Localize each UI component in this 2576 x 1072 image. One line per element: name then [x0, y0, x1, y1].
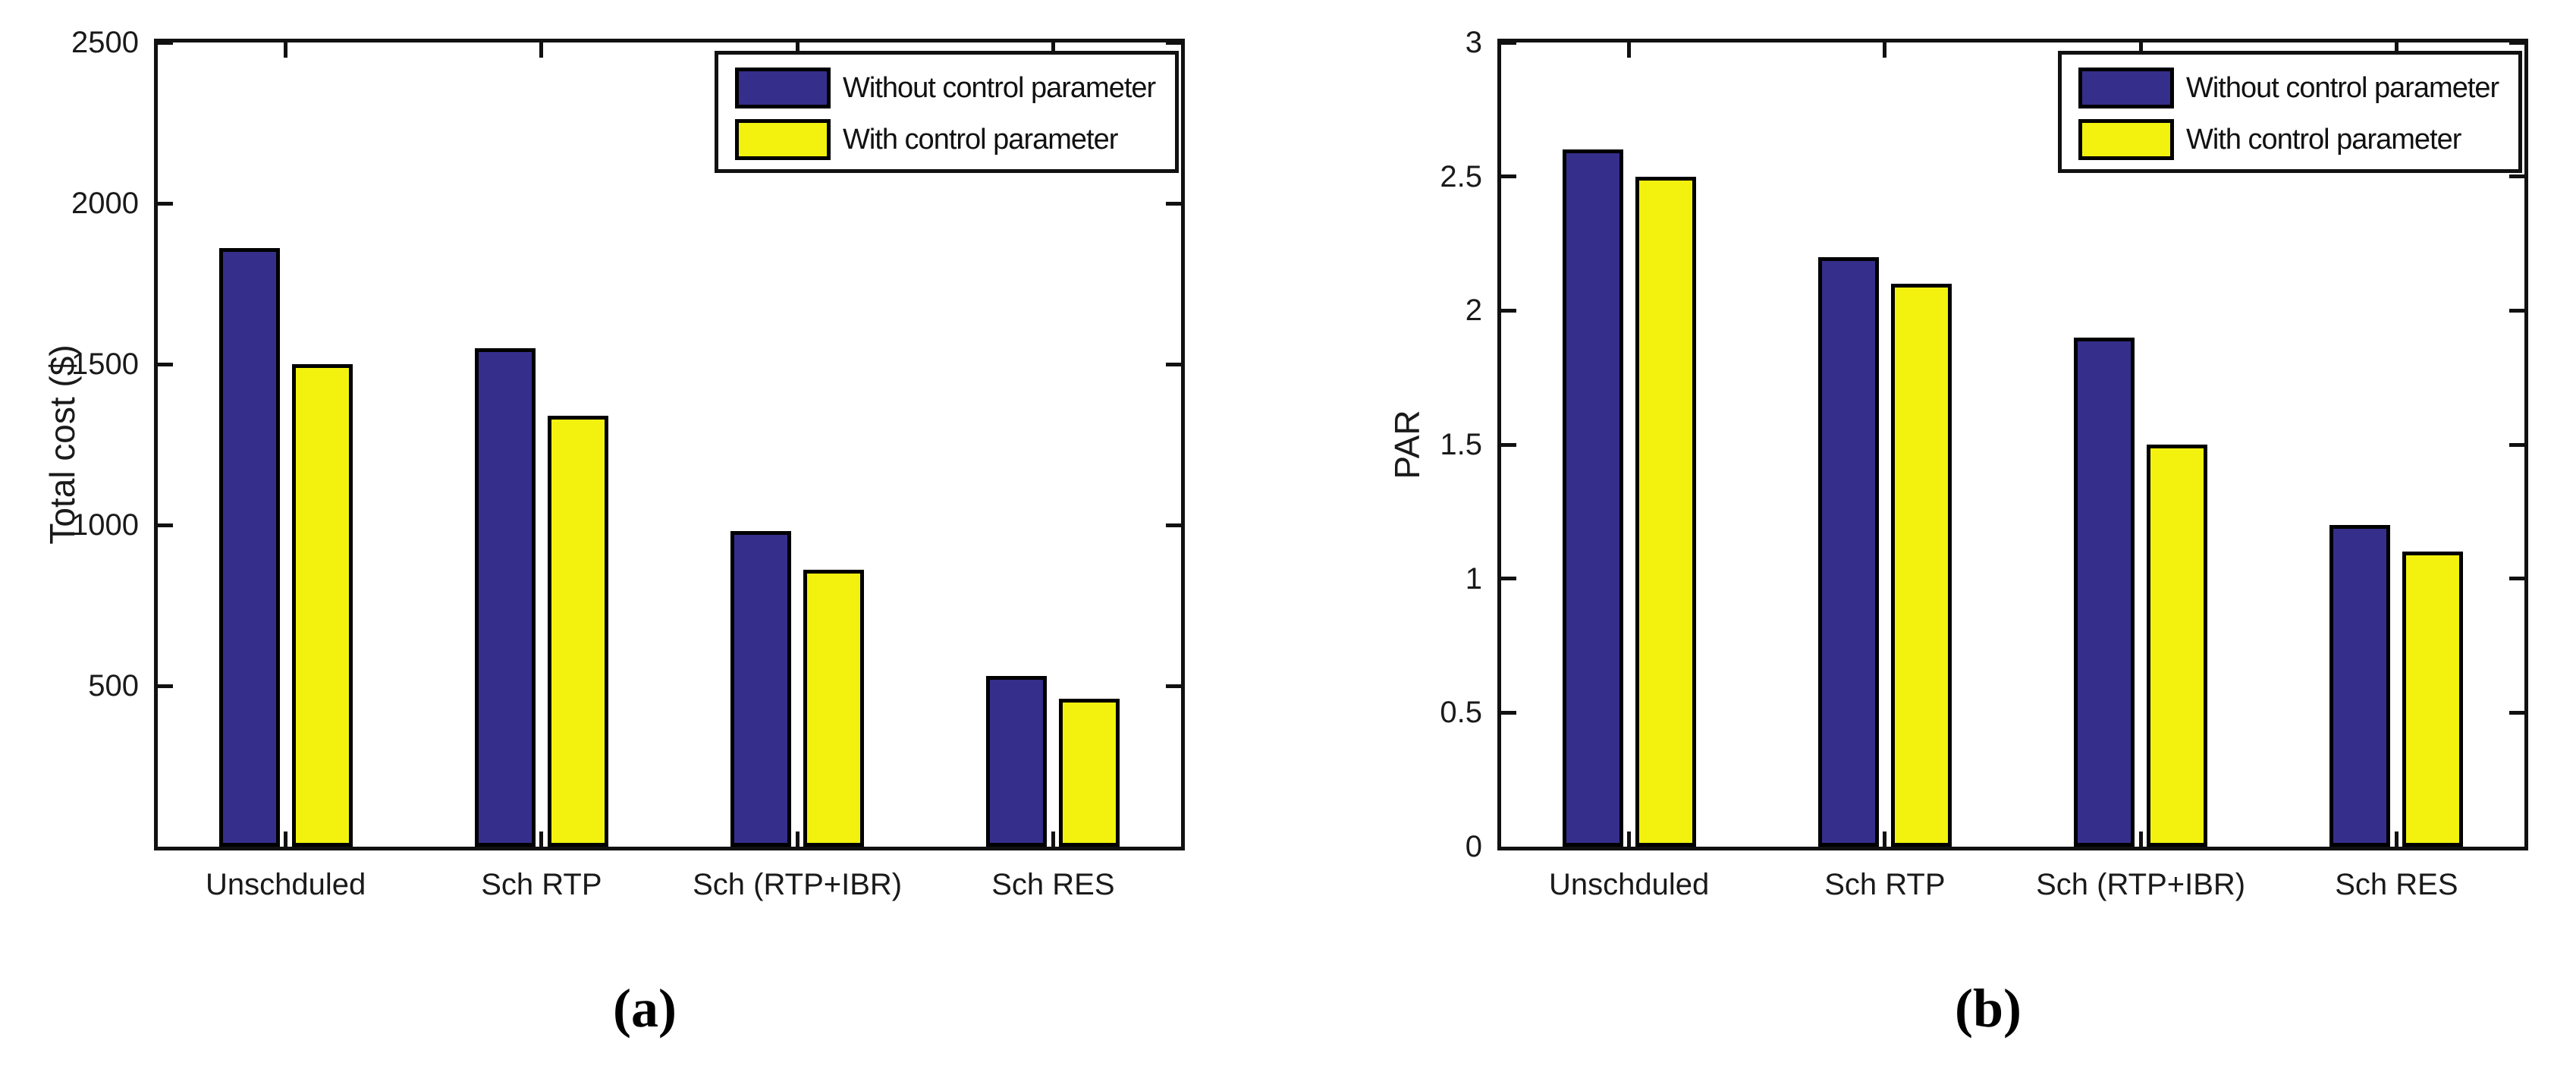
x-tick-top: [284, 42, 288, 58]
bar-without-control-3: [730, 531, 792, 847]
bar-without-control-1: [218, 248, 280, 847]
bar-with-control-1: [291, 364, 353, 847]
x-tick-label: Sch RES: [991, 868, 1115, 901]
x-tick-top: [539, 42, 544, 58]
x-tick-bottom: [2138, 832, 2143, 847]
y-tick-right: [1166, 40, 1181, 45]
legend-label: With control parameter: [843, 123, 1118, 156]
plot-area-b: 0 0.5 1 1.5 2 2.5 3 Unschduled Sch RTP Sch (RTP+I…: [1440, 26, 2528, 901]
bar-with-control-3: [803, 570, 865, 847]
y-tick-right: [2509, 442, 2524, 447]
x-tick-label: Sch (RTP+IBR): [693, 868, 903, 901]
bar-with-control-4: [1059, 698, 1120, 847]
y-tick-label: 2500: [71, 26, 139, 59]
y-tick-left: [1501, 442, 1516, 447]
x-tick-bottom: [2394, 832, 2399, 847]
x-tick-bottom: [1627, 832, 1632, 847]
x-tick-label: Unschduled: [1549, 868, 1710, 901]
y-tick-left: [158, 362, 173, 366]
y-tick-right: [2509, 577, 2524, 581]
y-tick-label: 2: [1465, 294, 1482, 328]
legend-item: With control parameter: [735, 117, 1175, 162]
y-tick-left: [1501, 577, 1516, 581]
caption-a: (a): [613, 978, 677, 1039]
legend-swatch: [735, 119, 831, 160]
x-tick-top: [2394, 42, 2399, 58]
y-tick-right: [2509, 40, 2524, 45]
legend-label: With control parameter: [2186, 123, 2461, 156]
y-tick-right: [2509, 710, 2524, 715]
y-tick-label: 1: [1465, 561, 1482, 596]
y-tick-label: 1500: [71, 347, 139, 381]
x-tick-label: Sch RTP: [481, 868, 602, 901]
legend-item: Without control parameter: [735, 65, 1175, 111]
y-tick-left: [158, 40, 173, 45]
legend-item: Without control parameter: [2078, 65, 2518, 111]
x-tick-bottom: [795, 832, 800, 847]
y-tick-right: [1166, 362, 1181, 366]
y-tick-left: [1501, 308, 1516, 313]
y-tick-label: 3: [1465, 26, 1482, 59]
x-tick-top: [1883, 42, 1887, 58]
y-tick-left: [158, 684, 173, 688]
y-tick-label: 2.5: [1440, 159, 1482, 193]
bar-without-control-4: [2329, 525, 2391, 847]
bar-without-control-1: [1562, 149, 1623, 847]
x-tick-label: Sch RES: [2335, 868, 2458, 901]
legend-swatch: [735, 68, 831, 108]
y-tick-left: [158, 201, 173, 206]
y-tick-label: 0: [1465, 830, 1482, 863]
y-tick-right: [1166, 684, 1181, 688]
bar-without-control-3: [2074, 337, 2135, 847]
bar-with-control-4: [2402, 552, 2464, 847]
y-tick-right: [2509, 308, 2524, 313]
y-tick-left: [1501, 40, 1516, 45]
bar-without-control-4: [986, 676, 1048, 847]
legend-swatch: [2078, 68, 2174, 108]
y-tick-label: 1.5: [1440, 428, 1482, 461]
y-tick-right: [1166, 523, 1181, 527]
legend: Without control parameter With control pa…: [2058, 51, 2522, 173]
legend-swatch: [2078, 119, 2174, 160]
y-tick-right: [2509, 174, 2524, 179]
y-tick-label: 2000: [71, 187, 139, 220]
legend: Without control parameter With control pa…: [715, 51, 1179, 173]
legend-label: Without control parameter: [843, 71, 1156, 104]
x-tick-top: [1627, 42, 1632, 58]
y-tick-left: [158, 523, 173, 527]
bar-without-control-2: [474, 347, 536, 847]
x-tick-label: Sch (RTP+IBR): [2036, 868, 2246, 901]
y-tick-left: [1501, 174, 1516, 179]
y-tick-label: 0.5: [1440, 696, 1482, 730]
bar-with-control-3: [2147, 445, 2208, 847]
x-tick-bottom: [1883, 832, 1887, 847]
x-tick-top: [2138, 42, 2143, 58]
bar-with-control-2: [547, 415, 608, 847]
legend-item: With control parameter: [2078, 117, 2518, 162]
x-tick-bottom: [1051, 832, 1055, 847]
y-tick-right: [1166, 201, 1181, 206]
x-tick-bottom: [539, 832, 544, 847]
x-tick-bottom: [284, 832, 288, 847]
bar-without-control-2: [1817, 256, 1879, 847]
y-tick-left: [1501, 710, 1516, 715]
y-tick-label: 1000: [71, 508, 139, 542]
x-tick-top: [1051, 42, 1055, 58]
x-tick-top: [795, 42, 800, 58]
bar-with-control-1: [1635, 176, 1696, 847]
x-tick-label: Sch RTP: [1824, 868, 1946, 901]
bar-with-control-2: [1890, 284, 1952, 847]
plot-area-a: 500 1000 1500 2000 2500 Unschduled Sch RTP Sch …: [71, 26, 1185, 901]
legend-label: Without control parameter: [2186, 71, 2499, 104]
caption-b: (b): [1955, 978, 2022, 1039]
x-tick-label: Unschduled: [206, 868, 366, 901]
y-tick-label: 500: [88, 669, 139, 703]
